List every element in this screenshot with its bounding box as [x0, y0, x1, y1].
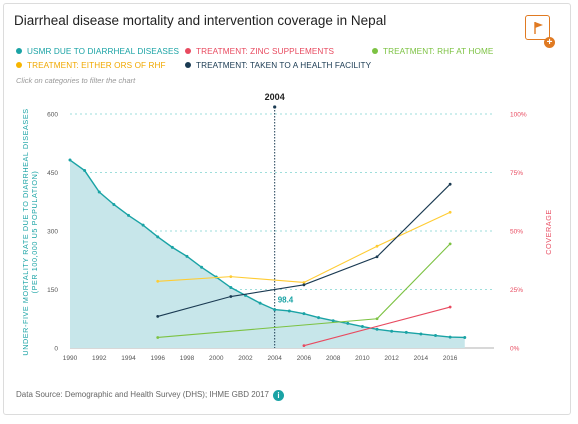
chart-title: Diarrheal disease mortality and interven…	[14, 13, 387, 28]
point-usmr	[126, 213, 130, 217]
point-facility	[448, 182, 452, 186]
point-usmr	[331, 319, 335, 323]
usmr-area	[70, 160, 465, 348]
legend-usmr[interactable]: USMR DUE TO DIARRHEAL DISEASES	[16, 47, 179, 56]
point-ors	[448, 210, 452, 214]
x-tick-label: 1998	[180, 355, 195, 362]
point-usmr	[375, 327, 379, 331]
point-usmr	[258, 301, 262, 305]
legend-zinc[interactable]: TREATMENT: ZINC SUPPLEMENTS	[185, 47, 334, 56]
point-usmr	[463, 335, 467, 339]
point-usmr	[97, 190, 101, 194]
point-usmr	[229, 286, 233, 290]
point-facility	[375, 255, 379, 259]
point-usmr	[404, 330, 408, 334]
point-rhf	[375, 317, 379, 321]
point-usmr	[273, 308, 277, 312]
point-usmr	[185, 254, 189, 258]
marker-top-point	[273, 105, 277, 109]
point-usmr	[83, 169, 87, 173]
point-usmr	[287, 309, 291, 313]
y-tick-label: 150	[47, 287, 58, 294]
legend-ors[interactable]: TREATMENT: EITHER ORS OF RHF	[16, 61, 166, 70]
legend-rhf[interactable]: TREATMENT: RHF AT HOME	[372, 47, 493, 56]
legend-dot	[16, 62, 22, 68]
legend-label: TREATMENT: RHF AT HOME	[383, 47, 494, 56]
point-usmr	[170, 245, 174, 249]
point-usmr	[346, 321, 350, 325]
legend-dot	[185, 62, 191, 68]
y2-tick-label: 50%	[510, 229, 523, 236]
point-facility	[229, 295, 233, 298]
legend-label: TREATMENT: EITHER ORS OF RHF	[27, 61, 166, 70]
point-usmr	[200, 265, 204, 269]
y-axis-title: UNDER-FIVE MORTALITY RATE DUE TO DIARRHE…	[21, 108, 39, 355]
point-ors	[156, 279, 160, 283]
point-ors	[302, 281, 306, 284]
x-tick-label: 2006	[297, 355, 312, 362]
y-tick-label: 0	[54, 346, 58, 353]
x-tick-label: 2000	[209, 355, 224, 362]
point-usmr	[156, 235, 160, 239]
marker-year-label: 2004	[265, 92, 285, 102]
data-source: Data Source: Demographic and Health Surv…	[16, 390, 269, 399]
y2-tick-label: 100%	[510, 112, 527, 119]
point-ors	[375, 244, 379, 248]
point-usmr	[419, 332, 423, 336]
point-usmr	[434, 334, 438, 338]
legend-dot	[372, 48, 378, 54]
point-rhf	[156, 336, 160, 339]
add-plus-icon[interactable]: +	[544, 37, 555, 48]
y-tick-label: 450	[47, 170, 58, 177]
point-usmr	[141, 223, 145, 227]
point-usmr	[360, 325, 364, 329]
point-zinc	[302, 344, 306, 348]
y-tick-label: 600	[47, 112, 58, 119]
legend-label: TREATMENT: TAKEN TO A HEALTH FACILITY	[196, 61, 372, 70]
point-zinc	[448, 305, 452, 309]
legend-label: TREATMENT: ZINC SUPPLEMENTS	[196, 47, 335, 56]
point-usmr	[302, 312, 306, 316]
y2-tick-label: 0%	[510, 346, 520, 353]
y2-tick-label: 25%	[510, 287, 523, 294]
x-tick-label: 2008	[326, 355, 341, 362]
filter-hint: Click on categories to filter the chart	[16, 76, 136, 85]
point-usmr	[448, 335, 452, 339]
x-tick-label: 1990	[63, 355, 78, 362]
x-tick-label: 2002	[238, 355, 253, 362]
point-usmr	[317, 316, 321, 320]
y2-axis-title: COVERAGE	[544, 209, 553, 255]
x-tick-label: 2016	[443, 355, 458, 362]
point-usmr	[68, 158, 72, 162]
x-tick-label: 2004	[267, 355, 282, 362]
y2-tick-label: 75%	[510, 170, 523, 177]
legend-facility[interactable]: TREATMENT: TAKEN TO A HEALTH FACILITY	[185, 61, 371, 70]
legend-dot	[16, 48, 22, 54]
marker-value-label: 98.4	[278, 296, 294, 305]
point-rhf	[448, 242, 452, 246]
series-line-zinc	[303, 306, 451, 347]
x-tick-label: 2010	[355, 355, 370, 362]
info-icon[interactable]: i	[273, 390, 284, 401]
x-tick-label: 2014	[414, 355, 429, 362]
x-tick-label: 1996	[150, 355, 165, 362]
flag-icon	[534, 22, 543, 34]
point-ors	[229, 275, 233, 279]
legend-dot	[185, 48, 191, 54]
x-tick-label: 1992	[92, 355, 107, 362]
flag-button[interactable]	[525, 15, 550, 40]
x-tick-label: 2012	[384, 355, 399, 362]
legend-label: USMR DUE TO DIARRHEAL DISEASES	[27, 47, 180, 56]
y-tick-label: 300	[47, 229, 58, 236]
series-line-usmr	[69, 159, 465, 339]
point-usmr	[390, 329, 394, 333]
point-facility	[156, 315, 160, 318]
point-usmr	[112, 202, 116, 206]
x-tick-label: 1994	[121, 355, 136, 362]
point-facility	[302, 283, 306, 287]
